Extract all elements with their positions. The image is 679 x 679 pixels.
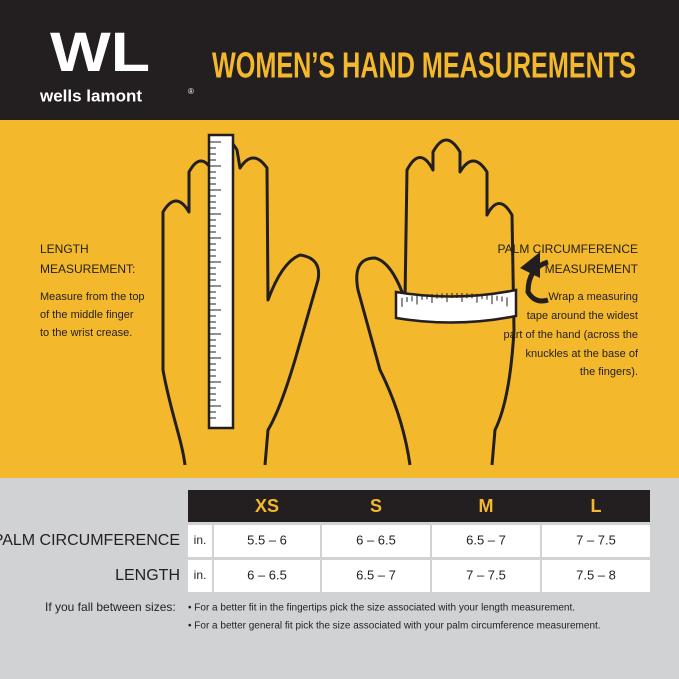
cell-value: 6.5 – 7 (466, 532, 506, 547)
right-text: part of the hand (across the (503, 329, 638, 341)
right-text: knuckles at the base of (525, 348, 638, 360)
header-band (0, 0, 679, 120)
note-bullet: • For a better general fit pick the size… (188, 621, 601, 632)
left-text: of the middle finger (40, 309, 134, 321)
cell (214, 525, 320, 557)
cell (432, 560, 540, 592)
row-label: LENGTH (115, 567, 180, 584)
unit: in. (194, 568, 207, 582)
cell-value: 6.5 – 7 (356, 567, 396, 582)
unit-cell (188, 560, 212, 592)
cell (214, 560, 320, 592)
measuring-tape (394, 288, 518, 324)
right-heading: PALM CIRCUMFERENCE (498, 242, 638, 256)
logo-letters: WL (50, 20, 150, 83)
cell (542, 525, 650, 557)
cell (432, 525, 540, 557)
illustration-band (0, 120, 679, 478)
column-header: S (370, 496, 382, 516)
column-header: XS (255, 496, 279, 516)
cell (322, 560, 430, 592)
size-table: XS S M L PALM CIRCUMFERENCE in. 5.5 – 6 6 – 6.5… (0, 490, 650, 592)
hand-palm (161, 137, 321, 466)
left-text: to the wrist crease. (40, 327, 132, 339)
cell (322, 525, 430, 557)
row-label: PALM CIRCUMFERENCE (0, 532, 180, 549)
note-label: If you fall between sizes: (45, 600, 176, 614)
arrow-head (520, 252, 540, 278)
right-heading: MEASUREMENT (545, 262, 639, 276)
header-row (188, 490, 650, 522)
cell-value: 7 – 7.5 (466, 567, 506, 582)
brand-mark: ® (188, 87, 194, 96)
ruler-ticks (209, 141, 221, 419)
cell-value: 6 – 6.5 (356, 532, 396, 547)
cell-value: 7 – 7.5 (576, 532, 616, 547)
unit-cell (188, 525, 212, 557)
left-heading: LENGTH (40, 242, 89, 256)
cell (542, 560, 650, 592)
note-bullet: • For a better fit in the fingertips pic… (188, 603, 575, 614)
brand-name: wells lamont (39, 86, 142, 105)
title: WOMEN’S HAND MEASUREMENTS (212, 45, 636, 86)
column-header: L (591, 496, 602, 516)
right-text: Wrap a measuring (548, 291, 638, 303)
ruler (207, 133, 235, 430)
right-text: the fingers). (580, 366, 638, 378)
unit: in. (194, 533, 207, 547)
cell-value: 7.5 – 8 (576, 567, 616, 582)
left-text: Measure from the top (40, 291, 145, 303)
left-heading: MEASUREMENT: (40, 262, 135, 276)
right-text: tape around the widest (527, 310, 638, 322)
cell-value: 6 – 6.5 (247, 567, 287, 582)
column-header: M (479, 496, 494, 516)
cell-value: 5.5 – 6 (247, 532, 287, 547)
tape-ticks (401, 293, 508, 307)
